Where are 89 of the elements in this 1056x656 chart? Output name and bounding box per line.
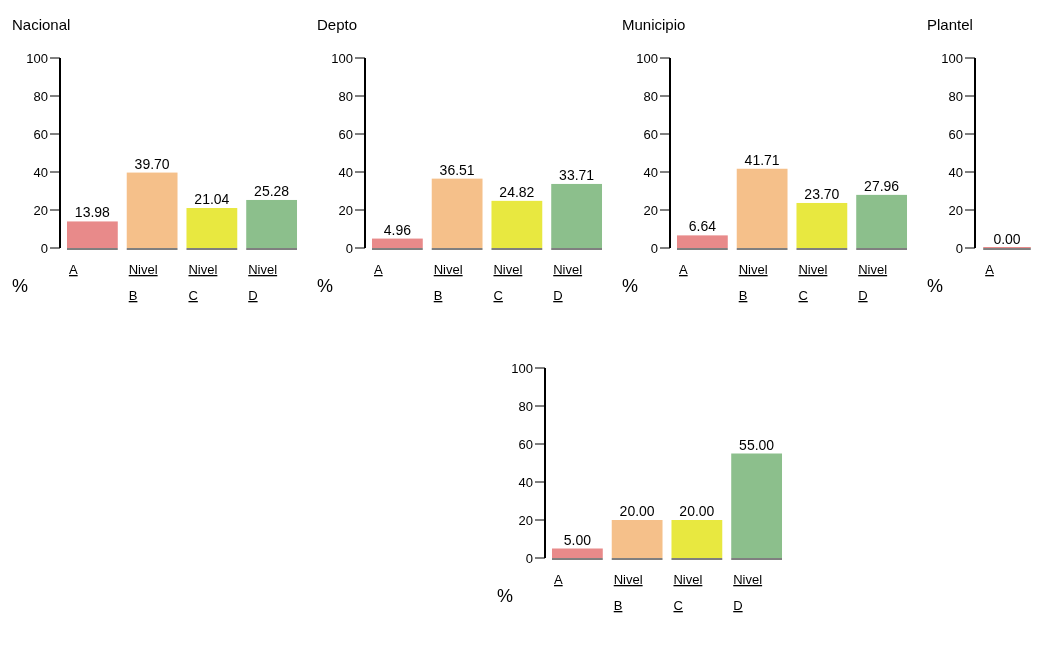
- y-tick-label: 60: [643, 126, 658, 142]
- data-label: 27.96: [864, 177, 900, 194]
- y-tick-label: 20: [643, 202, 658, 218]
- bar: [491, 200, 543, 248]
- y-tick-label: 100: [941, 50, 963, 66]
- y-tick-label: 60: [338, 126, 353, 142]
- data-label: 20.00: [679, 503, 715, 519]
- x-tick-label: Nivel B: [433, 262, 463, 303]
- bar: [611, 520, 663, 558]
- x-tick-label: Nivel C: [673, 572, 703, 613]
- x-tick-label: Nivel C: [188, 262, 218, 303]
- x-tick-label: A: [68, 262, 78, 277]
- y-tick-label: 60: [518, 436, 533, 452]
- data-label: 20.00: [619, 503, 655, 519]
- x-tick-label: Nivel B: [613, 572, 643, 613]
- x-tick-label: Nivel D: [248, 262, 278, 303]
- y-tick-label: 20: [948, 202, 963, 218]
- x-tick-label: Nivel B: [738, 262, 768, 303]
- y-tick-label: 40: [338, 164, 353, 180]
- data-label: 21.04: [194, 191, 230, 208]
- data-label: 5.00: [563, 531, 592, 548]
- x-tick-label: Nivel C: [798, 262, 828, 303]
- y-tick-label: 100: [636, 50, 658, 66]
- y-tick-label: 0: [40, 240, 48, 256]
- x-tick-label: Nivel D: [733, 572, 763, 613]
- bar: [126, 172, 178, 248]
- y-tick-label: 40: [518, 474, 533, 490]
- data-label: 55.00: [739, 436, 775, 453]
- y-tick-label: 80: [643, 88, 658, 104]
- y-tick-label: 100: [331, 50, 353, 66]
- data-label: 25.28: [254, 182, 290, 199]
- y-tick-label: 0: [345, 240, 353, 256]
- bar: [676, 235, 728, 248]
- y-tick-label: 80: [338, 88, 353, 104]
- bar: [671, 520, 723, 558]
- y-tick-label: 0: [525, 550, 533, 566]
- y-tick-label: 60: [948, 126, 963, 142]
- x-tick-label: Nivel D: [553, 262, 583, 303]
- bar: [551, 183, 603, 248]
- data-label: 36.51: [439, 161, 475, 178]
- bar: [246, 199, 298, 248]
- y-axis-title: %: [622, 276, 639, 296]
- bar: [736, 168, 788, 248]
- chart-title: Plantel: [927, 16, 973, 33]
- bar: [731, 453, 783, 558]
- y-tick-label: 80: [948, 88, 963, 104]
- y-tick-label: 100: [511, 360, 533, 376]
- bar: [431, 178, 483, 248]
- y-tick-label: 40: [948, 164, 963, 180]
- x-tick-label: Nivel C: [493, 262, 523, 303]
- y-axis-title: %: [12, 276, 29, 296]
- y-tick-label: 0: [650, 240, 658, 256]
- chart-title: Nacional: [12, 16, 71, 33]
- x-tick-label: A: [373, 262, 383, 277]
- y-tick-label: 40: [643, 164, 658, 180]
- x-tick-label: Nivel D: [858, 262, 888, 303]
- x-tick-label: A: [678, 262, 688, 277]
- x-tick-label: A: [553, 572, 563, 587]
- y-tick-label: 0: [955, 240, 963, 256]
- bar: [371, 238, 423, 248]
- data-label: 6.64: [688, 218, 717, 235]
- data-label: 24.82: [499, 183, 535, 200]
- data-label: 23.70: [804, 185, 840, 202]
- x-tick-label: A: [985, 262, 995, 277]
- y-tick-label: 100: [26, 50, 48, 66]
- data-label: 41.71: [744, 151, 780, 168]
- y-axis-title: %: [497, 586, 514, 606]
- bar: [551, 548, 603, 558]
- y-tick-label: 80: [33, 88, 48, 104]
- data-label: 4.96: [383, 221, 412, 238]
- y-axis-title: %: [927, 276, 944, 296]
- y-axis-title: %: [317, 276, 334, 296]
- bar: [186, 208, 238, 248]
- data-label: 33.71: [559, 166, 595, 183]
- data-label: 0.00: [993, 231, 1021, 247]
- y-tick-label: 20: [338, 202, 353, 218]
- bar: [856, 194, 908, 248]
- bar: [796, 202, 848, 248]
- data-label: 13.98: [74, 204, 111, 221]
- y-tick-label: 20: [33, 202, 48, 218]
- chart-title: Depto: [317, 16, 358, 33]
- y-tick-label: 40: [33, 164, 48, 180]
- y-tick-label: 80: [518, 398, 533, 414]
- x-tick-label: Nivel B: [128, 262, 158, 303]
- y-tick-label: 60: [33, 126, 48, 142]
- chart-title: Municipio: [622, 16, 686, 33]
- y-tick-label: 20: [518, 512, 533, 528]
- bar: [66, 221, 118, 248]
- data-label: 39.70: [134, 155, 170, 172]
